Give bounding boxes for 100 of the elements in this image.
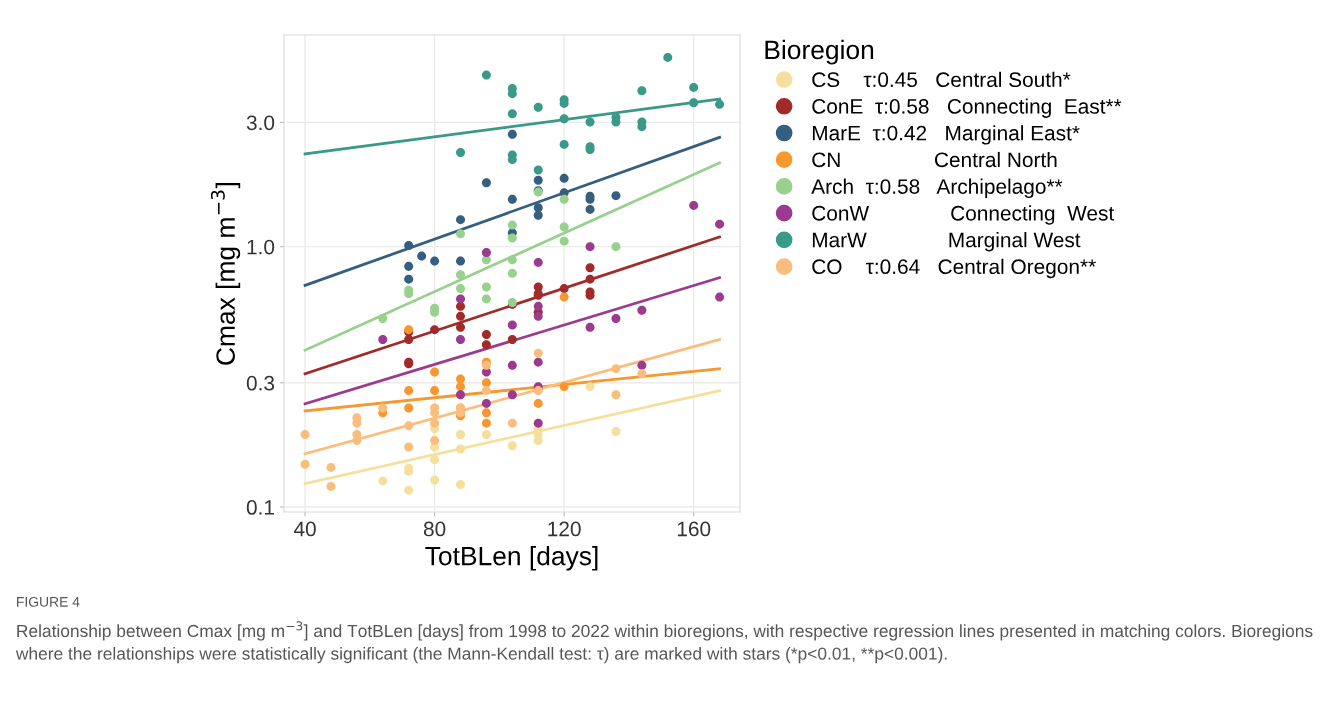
point	[585, 274, 595, 284]
point	[585, 117, 595, 127]
point	[378, 403, 388, 413]
y-axis-title: Cmax [mg m$^{−3}$]	[210, 182, 241, 365]
point	[611, 390, 621, 400]
point	[456, 382, 466, 392]
point	[533, 357, 543, 367]
point	[481, 398, 491, 408]
point	[689, 98, 699, 108]
legend-label: Arch τ:0.58 Archipelago**	[811, 178, 1063, 199]
point	[559, 382, 569, 392]
point	[559, 114, 569, 124]
point	[559, 236, 569, 246]
point	[689, 82, 699, 92]
point	[430, 256, 440, 266]
x-tick-label: 160	[677, 521, 711, 537]
point	[430, 325, 440, 335]
point	[456, 444, 466, 454]
point	[352, 436, 362, 446]
point	[456, 284, 466, 294]
point	[456, 311, 466, 321]
point	[559, 194, 569, 204]
point	[300, 459, 310, 469]
point	[456, 301, 466, 311]
y-tick-label: 1.0	[247, 239, 275, 255]
point	[481, 247, 491, 257]
point	[404, 241, 414, 251]
point	[404, 274, 414, 284]
point	[533, 418, 543, 428]
legend-label: CS τ:0.45 Central South*	[812, 71, 1071, 88]
legend-label: CN Central North	[812, 151, 1057, 168]
x-tick-label: 80	[423, 521, 446, 537]
point	[533, 102, 543, 112]
point	[585, 263, 595, 273]
point	[456, 480, 466, 490]
point	[507, 220, 517, 230]
legend-label: CO τ:0.64 Central Oregon**	[812, 258, 1096, 279]
legend-label: ConW Connecting West	[812, 205, 1115, 225]
point	[715, 219, 725, 229]
point	[507, 194, 517, 204]
point	[533, 311, 543, 321]
point	[481, 386, 491, 396]
point	[585, 242, 595, 252]
point	[300, 429, 310, 439]
point	[481, 378, 491, 388]
point	[456, 229, 466, 239]
point	[715, 292, 725, 302]
point	[611, 191, 621, 201]
point	[430, 436, 440, 446]
point	[481, 294, 491, 304]
legend-title: Bioregion	[765, 39, 874, 65]
point	[559, 284, 569, 294]
point	[481, 418, 491, 428]
point	[404, 421, 414, 431]
point	[430, 418, 440, 428]
point	[404, 334, 414, 344]
point	[430, 475, 440, 485]
point	[507, 109, 517, 119]
point	[637, 86, 647, 96]
point	[456, 429, 466, 439]
point	[585, 322, 595, 332]
y-tick-label: 0.1	[246, 500, 274, 515]
point	[326, 462, 336, 472]
point	[533, 175, 543, 185]
point	[611, 242, 621, 252]
point	[456, 215, 466, 225]
point	[430, 386, 440, 396]
point	[404, 442, 414, 452]
point	[507, 360, 517, 370]
point	[481, 178, 491, 188]
point	[481, 408, 491, 418]
legend-label: MarE τ:0.42 Marginal East*	[812, 125, 1080, 145]
x-tick-label: 120	[548, 521, 581, 537]
point	[456, 334, 466, 344]
point	[456, 147, 466, 157]
point	[507, 320, 517, 330]
point	[637, 305, 647, 315]
point	[430, 367, 440, 377]
point	[533, 436, 543, 446]
point	[611, 313, 621, 323]
point	[456, 322, 466, 332]
point	[559, 292, 569, 302]
point	[507, 268, 517, 278]
point	[456, 256, 466, 266]
point	[404, 403, 414, 413]
y-tick-label: 3.0	[246, 115, 275, 131]
y-tick-label: 0.3	[246, 375, 275, 391]
point	[611, 364, 621, 374]
point	[533, 348, 543, 358]
point	[404, 261, 414, 271]
point	[417, 251, 427, 261]
legend-label: ConE τ:0.58 Connecting East**	[812, 98, 1122, 118]
text: Relationship between Cmax [mg m$^{−3}$] and TotBLen [days] from 1998 to 2022 within bioregions, with respective regression lines presented in matching colors. Bioregions where the relationships were statistically significant (the Mann-Kendall test: τ) are marked with stars (*p<0.01, **p<0.001).	[15, 621, 1313, 664]
point	[507, 441, 517, 451]
point	[507, 418, 517, 428]
point	[533, 398, 543, 408]
point	[404, 386, 414, 396]
point	[533, 165, 543, 175]
point	[456, 390, 466, 400]
point	[585, 382, 595, 392]
